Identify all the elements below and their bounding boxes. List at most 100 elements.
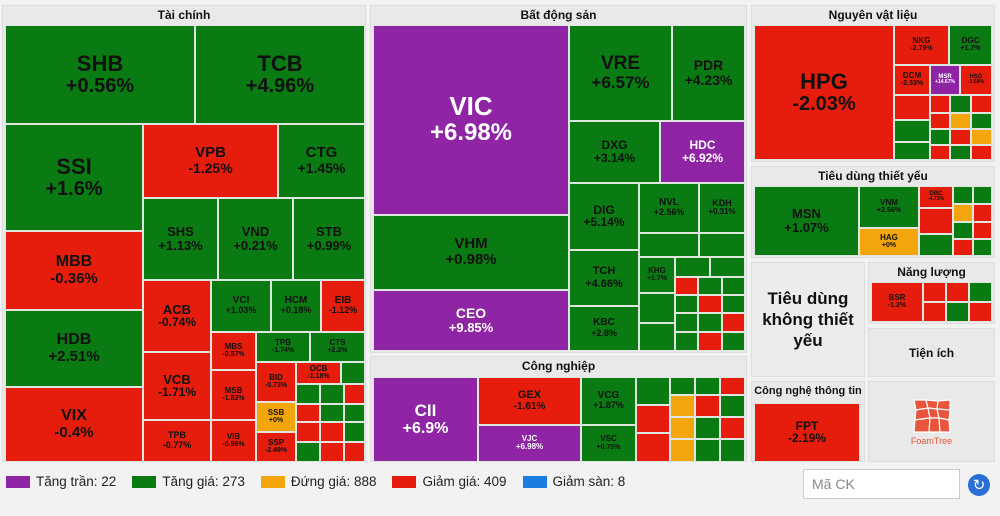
stock-tile-vpb[interactable]: VPB -1.25% [143,124,278,198]
stock-tile-cii[interactable]: CII +6.9% [373,377,478,462]
stock-tile-small[interactable] [971,145,992,160]
stock-tile-small[interactable] [930,145,950,160]
stock-tile-small[interactable] [320,384,344,404]
stock-tile-small[interactable] [973,204,992,222]
stock-tile-vjc[interactable]: VJC +6.98% [478,425,581,462]
stock-tile-small[interactable] [639,323,675,351]
stock-tile-vcb[interactable]: VCB -1.71% [143,352,211,420]
stock-tile-vsc[interactable]: VSC +0.75% [581,425,636,462]
stock-tile-shb[interactable]: SHB +0.56% [5,25,195,124]
stock-tile-small[interactable] [296,442,320,462]
stock-tile-tpb[interactable]: TPB -0.77% [143,420,211,462]
stock-tile-small[interactable] [344,404,365,422]
stock-tile-small[interactable] [950,145,971,160]
stock-tile-small[interactable] [919,208,953,234]
stock-tile-small[interactable] [969,302,992,322]
stock-tile-eib[interactable]: EIB -1.12% [321,280,365,332]
stock-tile-small[interactable] [946,302,969,322]
stock-tile-vix[interactable]: VIX -0.4% [5,387,143,462]
stock-tile-small[interactable] [950,129,971,145]
stock-tile-msn[interactable]: MSN +1.07% [754,186,859,256]
stock-tile-small[interactable] [699,233,745,257]
stock-tile-gex[interactable]: GEX -1.61% [478,377,581,425]
stock-tile-small[interactable] [344,442,365,462]
stock-tile-small[interactable] [695,395,720,417]
stock-tile-small[interactable] [698,313,722,332]
stock-tile-small[interactable] [675,257,710,277]
stock-tile-fpt[interactable]: FPT -2.19% [754,403,860,462]
stock-tile-small[interactable] [923,302,946,322]
stock-tile-small[interactable] [670,377,695,395]
stock-tile-ceo[interactable]: CEO +9.85% [373,290,569,351]
stock-tile-small[interactable] [953,204,973,222]
stock-tile-small[interactable] [953,222,973,239]
stock-tile-small[interactable] [344,384,365,404]
stock-tile-vnm[interactable]: VNM +2.56% [859,186,919,228]
stock-tile-dgc[interactable]: DGC +1.7% [949,25,992,65]
stock-tile-vib[interactable]: VIB -0.96% [211,420,256,462]
stock-tile-small[interactable] [722,313,745,332]
stock-tile-pdr[interactable]: PDR +4.23% [672,25,745,121]
stock-tile-bsr[interactable]: BSR -1.2% [871,282,923,322]
stock-tile-hdc[interactable]: HDC +6.92% [660,121,745,183]
stock-tile-vhm[interactable]: VHM +0.98% [373,215,569,290]
stock-tile-vre[interactable]: VRE +6.57% [569,25,672,121]
stock-tile-khg[interactable]: KHG +1.7% [639,257,675,293]
stock-tile-dbc[interactable]: DBC -4.72% [919,186,953,208]
stock-tile-small[interactable] [698,332,722,351]
stock-tile-small[interactable] [923,282,946,302]
stock-tile-small[interactable] [971,95,992,113]
stock-tile-small[interactable] [320,442,344,462]
stock-tile-small[interactable] [973,222,992,239]
stock-tile-small[interactable] [636,377,670,405]
stock-tile-ocb[interactable]: OCB -1.18% [296,362,341,384]
stock-tile-small[interactable] [930,95,950,113]
stock-tile-acb[interactable]: ACB -0.74% [143,280,211,352]
stock-tile-small[interactable] [636,433,670,462]
stock-tile-dcm[interactable]: DCM -2.33% [894,65,930,95]
stock-tile-small[interactable] [698,277,722,295]
stock-tile-small[interactable] [636,405,670,433]
stock-tile-cts[interactable]: CTS +2.2% [310,332,365,362]
stock-tile-small[interactable] [971,129,992,145]
stock-tile-small[interactable] [720,377,745,395]
stock-tile-small[interactable] [722,332,745,351]
stock-tile-hpg[interactable]: HPG -2.03% [754,25,894,160]
stock-tile-small[interactable] [710,257,745,277]
stock-tile-small[interactable] [670,417,695,439]
stock-tile-small[interactable] [973,239,992,256]
stock-tile-ctg[interactable]: CTG +1.45% [278,124,365,198]
stock-tile-ssp[interactable]: SSP -2.49% [256,432,296,462]
stock-tile-small[interactable] [953,239,973,256]
stock-tile-small[interactable] [344,422,365,442]
stock-tile-small[interactable] [969,282,992,302]
stock-tile-small[interactable] [930,129,950,145]
stock-tile-kdh[interactable]: KDH +0.31% [699,183,745,233]
stock-tile-small[interactable] [722,277,745,295]
stock-tile-nkg[interactable]: NKG -2.79% [894,25,949,65]
stock-tile-hdb[interactable]: HDB +2.51% [5,310,143,387]
sector-discretionary[interactable]: Tiêu dùng không thiết yếu [751,262,865,377]
stock-tile-small[interactable] [341,362,365,384]
stock-tile-small[interactable] [675,313,698,332]
stock-tile-msr[interactable]: MSR +14.67% [930,65,960,95]
stock-tile-small[interactable] [695,377,720,395]
stock-tile-small[interactable] [695,417,720,439]
stock-tile-small[interactable] [639,293,675,323]
stock-tile-small[interactable] [695,439,720,462]
stock-tile-stb[interactable]: STB +0.99% [293,198,365,280]
stock-tile-small[interactable] [946,282,969,302]
stock-tile-small[interactable] [675,277,698,295]
stock-tile-small[interactable] [720,439,745,462]
stock-tile-small[interactable] [675,295,698,313]
stock-tile-small[interactable] [953,186,973,204]
stock-tile-shs[interactable]: SHS +1.13% [143,198,218,280]
stock-tile-msb[interactable]: MSB -1.82% [211,370,256,420]
stock-tile-vic[interactable]: VIC +6.98% [373,25,569,215]
stock-tile-dxg[interactable]: DXG +3.14% [569,121,660,183]
stock-tile-small[interactable] [722,295,745,313]
stock-tile-small[interactable] [973,186,992,204]
stock-tile-small[interactable] [720,417,745,439]
stock-tile-mbb[interactable]: MBB -0.36% [5,231,143,310]
stock-tile-hag[interactable]: HAG +0% [859,228,919,256]
